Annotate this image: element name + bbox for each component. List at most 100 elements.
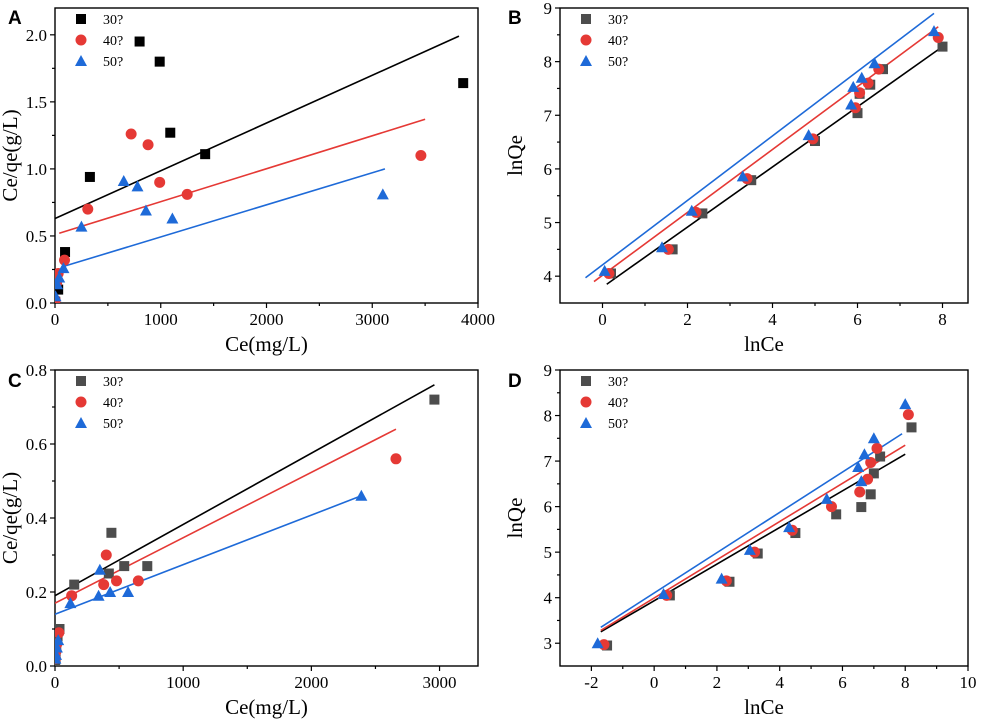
data-point [59, 254, 71, 266]
legend-marker [580, 55, 592, 66]
data-point [852, 460, 865, 472]
data-point [142, 139, 154, 151]
y-tick-label: 3 [544, 634, 553, 653]
data-point [181, 188, 193, 200]
y-tick-label: 9 [544, 0, 553, 18]
data-point [75, 220, 88, 232]
x-tick-label: 4 [775, 673, 784, 692]
x-tick-label: 0 [51, 673, 60, 692]
data-point [92, 589, 105, 601]
x-tick-label: 0 [51, 310, 60, 329]
data-point [875, 451, 886, 462]
y-tick-label: 6 [544, 498, 553, 517]
y-tick-label: 2.0 [26, 26, 47, 45]
data-point [122, 586, 135, 597]
legend: 30? 40? 50? [75, 375, 123, 432]
legend-label: 50? [103, 55, 123, 70]
legend-marker [580, 396, 592, 408]
data-point [855, 71, 868, 83]
legend-label: 40? [608, 34, 628, 49]
data-point [415, 150, 427, 161]
data-point [154, 56, 165, 67]
plot-frame [54, 369, 479, 667]
data-point [104, 586, 117, 597]
plot-frame [559, 7, 969, 304]
legend-label: 40? [103, 34, 123, 49]
legend-label: 40? [608, 396, 628, 411]
legend-marker [75, 55, 87, 66]
legend-label: 30? [608, 13, 628, 28]
legend-label: 40? [103, 396, 123, 411]
y-axis-label: lnQe [503, 135, 527, 176]
plot-frame [559, 369, 969, 667]
x-tick-label: 10 [960, 673, 977, 692]
x-tick-label: 3000 [423, 673, 457, 692]
legend-label: 50? [608, 417, 628, 432]
data-point [598, 264, 611, 276]
plot-area [55, 384, 440, 666]
data-point [845, 98, 858, 110]
y-tick-label: 0.0 [26, 657, 47, 676]
data-point [119, 561, 130, 572]
y-tick-label: 5 [544, 214, 553, 233]
data-point [685, 204, 698, 216]
data-point [154, 176, 166, 188]
x-tick-label: 4 [768, 310, 777, 329]
fit-line [55, 35, 460, 220]
data-point [591, 637, 604, 649]
y-tick-label: 0.6 [26, 435, 47, 454]
x-tick-label: -2 [584, 673, 598, 692]
data-point [868, 468, 879, 479]
fit-line [600, 444, 906, 632]
y-tick-label: 8 [544, 407, 553, 426]
data-point [200, 149, 211, 160]
y-axis-label: Ce/qe(g/L) [0, 472, 22, 564]
data-point [856, 502, 867, 513]
legend-marker [580, 34, 592, 46]
data-point [865, 489, 876, 500]
panel-d: -2 0 2 4 6 8 10 3 4 5 6 7 8 9 lnCe lnQe D 30? 40? 50? [503, 361, 977, 719]
y-tick-label: 0.8 [26, 361, 47, 380]
data-point [868, 57, 881, 69]
x-tick-label: 2 [683, 310, 692, 329]
data-point [928, 25, 940, 37]
fit-line [600, 453, 906, 633]
data-point [111, 575, 123, 587]
data-point [139, 204, 152, 216]
x-axis-label: Ce(mg/L) [225, 332, 308, 356]
y-tick-label: 7 [544, 106, 553, 125]
data-point [858, 448, 871, 460]
data-point [131, 180, 144, 192]
legend: 30? 40? 50? [580, 375, 628, 432]
data-point [98, 579, 110, 591]
data-point [715, 572, 728, 584]
panel-b: 0 2 4 6 8 4 5 6 7 8 9 lnCe lnQe B 30? 40? 50? [503, 0, 969, 356]
x-axis-label: lnCe [744, 695, 784, 719]
data-point [355, 489, 368, 501]
y-tick-label: 0.0 [26, 294, 47, 313]
data-point [376, 188, 389, 200]
panel-letter: D [508, 371, 522, 392]
x-tick-label: 6 [838, 673, 847, 692]
x-tick-label: 8 [901, 673, 910, 692]
x-tick-label: 2 [713, 673, 722, 692]
data-point [852, 108, 863, 119]
data-point [937, 41, 948, 52]
plot-area [55, 35, 469, 303]
y-tick-label: 5 [544, 543, 553, 562]
legend-label: 30? [103, 375, 123, 390]
legend-label: 30? [608, 375, 628, 390]
legend-marker [581, 14, 591, 24]
data-point [743, 543, 756, 555]
legend-marker [581, 376, 591, 386]
data-point [854, 486, 866, 498]
data-point [84, 171, 95, 182]
x-tick-label: 8 [938, 310, 947, 329]
y-tick-label: 1.0 [26, 160, 47, 179]
y-tick-label: 6 [544, 160, 553, 179]
data-point [64, 597, 77, 609]
y-tick-label: 4 [544, 589, 553, 608]
data-point [865, 456, 877, 468]
data-point [802, 129, 815, 141]
x-tick-label: 3000 [355, 310, 389, 329]
